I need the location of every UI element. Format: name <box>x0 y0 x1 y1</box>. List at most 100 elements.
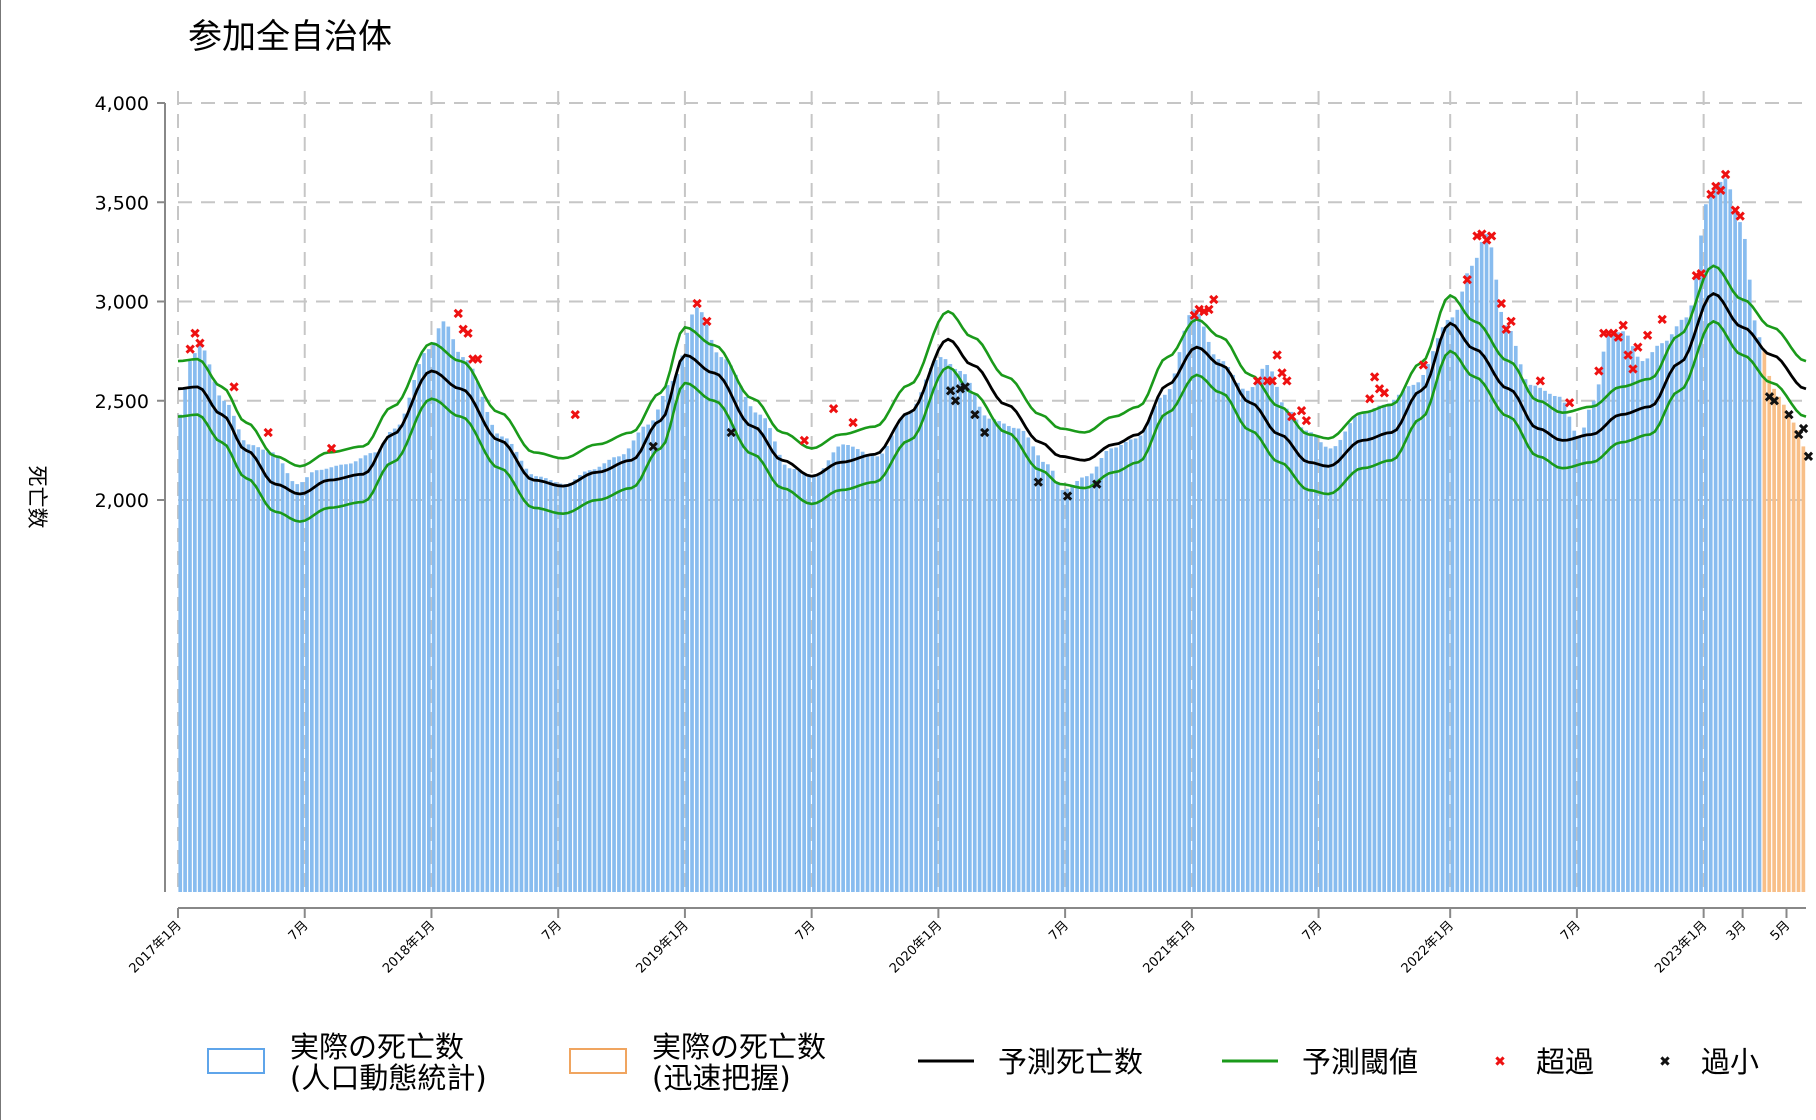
excess-marker <box>1716 185 1726 196</box>
bar-actual <box>1109 448 1114 892</box>
bar-actual <box>1445 319 1450 892</box>
excess-marker <box>1623 350 1633 360</box>
bar-actual <box>1299 427 1304 892</box>
bar-actual <box>982 415 987 892</box>
bar-actual <box>446 326 451 893</box>
excess-marker <box>1296 406 1307 416</box>
y-tick-label: 2,500 <box>95 391 149 413</box>
excess-marker <box>692 298 702 309</box>
bar-actual <box>753 412 758 892</box>
bar-actual <box>1255 377 1260 892</box>
bar-actual <box>353 461 358 892</box>
bar-actual <box>1240 388 1245 892</box>
bar-actual <box>188 361 192 892</box>
bar-actual <box>958 370 962 893</box>
bar-actual <box>1357 414 1362 892</box>
bar-actual <box>1518 364 1523 892</box>
bar-actual <box>860 451 865 892</box>
excess-marker <box>1204 304 1214 315</box>
bar-actual <box>846 445 850 892</box>
bar-actual <box>748 406 753 892</box>
deficit-marker <box>945 386 956 396</box>
bar-actual <box>885 445 889 892</box>
excess-marker <box>1486 231 1497 241</box>
bar-actual <box>222 400 226 892</box>
bar-actual <box>1548 393 1552 892</box>
excess-marker <box>1720 169 1731 180</box>
legend-label: 超過 <box>1536 1045 1594 1079</box>
bar-actual <box>1606 335 1611 892</box>
excess-marker <box>1642 330 1653 340</box>
bar-actual <box>1621 331 1625 892</box>
bar-actual <box>1416 382 1421 892</box>
bar-actual <box>1133 438 1138 892</box>
bar-actual <box>519 460 524 892</box>
bar-rapid <box>1772 388 1776 892</box>
bar-actual <box>1041 461 1045 892</box>
bar-actual <box>451 339 456 893</box>
bar-actual <box>626 448 631 892</box>
bar-actual <box>1114 447 1118 892</box>
bar-actual <box>1387 403 1391 892</box>
predicted-line <box>177 291 1807 496</box>
bar-actual <box>1665 340 1669 893</box>
bar-actual <box>344 464 348 892</box>
legend-swatch-bar-rapid <box>569 1048 627 1074</box>
bar-actual <box>1275 386 1279 892</box>
bar-actual <box>1640 361 1645 892</box>
bar-actual <box>295 484 300 892</box>
deficit-marker <box>726 427 736 438</box>
bar-actual <box>1431 351 1435 892</box>
bar-actual <box>656 409 660 892</box>
bar-actual <box>314 470 319 892</box>
bar-actual <box>909 411 914 892</box>
legend-label: (人口動態統計) <box>290 1061 487 1095</box>
bar-actual <box>812 476 816 892</box>
x-tick-label: 2022年1月 <box>1399 918 1457 976</box>
bar-actual <box>534 476 538 892</box>
bar-actual <box>1411 384 1416 892</box>
bar-actual <box>500 436 504 892</box>
y-tick-label: 2,000 <box>95 490 149 512</box>
bar-actual <box>612 457 616 892</box>
bar-actual <box>1489 247 1494 893</box>
excess-marker <box>1272 350 1282 360</box>
bar-actual <box>1694 274 1698 892</box>
bar-actual <box>1031 446 1036 892</box>
bar-actual <box>933 359 938 892</box>
bar-actual <box>1221 361 1226 892</box>
excess-marker <box>1277 368 1287 378</box>
bar-actual <box>807 475 811 892</box>
bar-actual <box>714 352 719 892</box>
bar-actual <box>768 428 772 892</box>
bar-rapid <box>1796 430 1801 892</box>
bar-actual <box>1377 405 1382 892</box>
bar-actual <box>1660 343 1664 892</box>
excess-marker <box>1613 332 1624 342</box>
bar-actual <box>782 464 787 892</box>
bar-actual <box>1007 426 1011 892</box>
bar-actual <box>465 360 470 892</box>
bar-actual <box>1533 385 1538 892</box>
bar-actual <box>348 463 353 892</box>
bar-actual <box>929 367 933 893</box>
bar-actual <box>621 454 626 892</box>
bar-actual <box>383 440 387 892</box>
bar-actual <box>422 353 426 892</box>
bar-actual <box>392 428 397 892</box>
bar-actual <box>261 449 265 892</box>
bar-actual <box>704 324 709 893</box>
bar-actual <box>1567 416 1572 892</box>
bar-actual <box>1192 309 1196 892</box>
bar-actual <box>1085 476 1089 892</box>
bar-actual <box>1026 437 1031 892</box>
bar-actual <box>1513 345 1518 892</box>
bar-actual <box>558 483 563 892</box>
bar-actual <box>802 473 806 892</box>
bar-actual <box>1338 439 1343 892</box>
bar-actual <box>1718 181 1723 892</box>
bar-actual <box>305 477 309 892</box>
bar-actual <box>490 424 495 892</box>
bar-actual <box>1119 444 1123 892</box>
